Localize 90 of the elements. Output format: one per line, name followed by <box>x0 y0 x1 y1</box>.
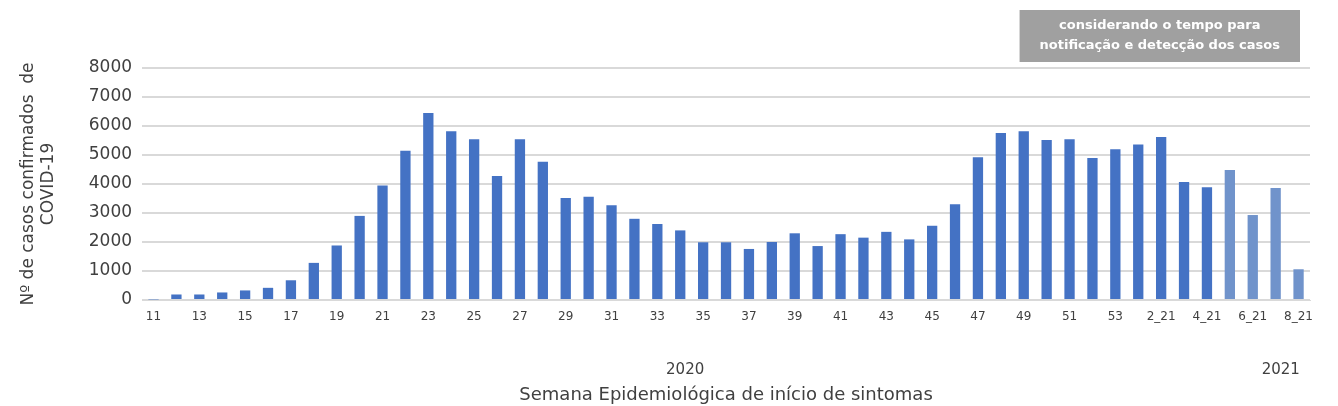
bar <box>1178 181 1190 299</box>
x-tick-label: 11 <box>145 309 162 324</box>
bar <box>423 112 434 299</box>
x-tick-label: 8_21 <box>1284 309 1313 324</box>
bar <box>583 196 594 299</box>
x-tick-label: 47 <box>970 309 986 324</box>
bar <box>239 290 251 299</box>
x-tick-label: 31 <box>603 309 620 324</box>
bar <box>1270 188 1281 299</box>
bar <box>835 234 846 299</box>
bar <box>491 175 503 299</box>
y-tick-label: 2000 <box>88 230 133 251</box>
x-tick-label: 53 <box>1107 309 1123 324</box>
bar <box>904 239 915 299</box>
bar <box>1293 269 1304 299</box>
x-tick-label: 41 <box>832 309 849 324</box>
bar <box>629 218 640 299</box>
bar <box>766 242 777 299</box>
x-axis-title: Semana Epidemiológica de início de sintomas <box>519 382 933 404</box>
y-tick-label: 3000 <box>88 201 133 222</box>
bar <box>652 224 663 299</box>
bar <box>400 150 411 299</box>
bar <box>560 197 571 299</box>
x-tick-label: 23 <box>420 309 436 324</box>
x-tick-label: 43 <box>878 309 894 324</box>
bar <box>331 245 342 299</box>
x-tick-label: 37 <box>741 309 757 324</box>
bar <box>743 248 755 299</box>
bar <box>812 246 823 299</box>
y-tick-label: 8000 <box>88 56 133 77</box>
x-tick-label: 39 <box>787 309 803 324</box>
x-tick-label: 6_21 <box>1238 309 1268 324</box>
y-axis-title: Nº de casos confirmados de COVID-19 <box>16 62 58 306</box>
x-tick-label: 35 <box>695 309 711 324</box>
bar <box>446 131 457 299</box>
bar <box>1247 215 1258 299</box>
bar <box>1155 137 1167 299</box>
y-tick-label: 6000 <box>88 114 133 135</box>
bar <box>720 242 732 299</box>
y-tick-label: 5000 <box>88 143 133 164</box>
x-tick-label: 21 <box>374 309 391 324</box>
bar <box>697 242 709 299</box>
bar <box>217 292 228 299</box>
bar <box>1064 139 1075 299</box>
bar <box>171 294 182 299</box>
text: 2021 <box>1261 359 1300 378</box>
bar <box>606 205 617 299</box>
bar <box>514 139 526 299</box>
y-tick-label: 7000 <box>88 85 133 106</box>
bar <box>1224 170 1235 299</box>
x-tick-label: 51 <box>1061 309 1078 324</box>
bar <box>262 287 274 299</box>
x-tick-label: 15 <box>237 309 253 324</box>
x-tick-label: 33 <box>649 309 665 324</box>
bar <box>881 231 892 299</box>
bar <box>1201 187 1213 299</box>
bar <box>1110 149 1121 299</box>
x-tick-label: 17 <box>283 309 299 324</box>
y-tick-label: 1000 <box>88 259 133 280</box>
x-tick-label: 27 <box>512 309 528 324</box>
bar <box>468 139 480 299</box>
bar <box>926 225 938 299</box>
bar <box>949 204 961 299</box>
x-tick-label: 4_21 <box>1192 309 1222 324</box>
bar <box>194 294 205 299</box>
bar <box>995 132 1006 299</box>
text: considerando o tempo para notificação e detecção dos casos <box>1039 17 1281 53</box>
bar <box>377 185 388 299</box>
bar <box>1087 157 1098 299</box>
y-tick-label: 0 <box>121 288 133 309</box>
bar <box>308 262 319 299</box>
bar <box>1133 144 1144 299</box>
bar <box>675 230 686 299</box>
x-tick-label: 2_21 <box>1146 309 1176 324</box>
bar <box>285 280 297 299</box>
y-tick-label: 4000 <box>88 172 133 193</box>
bar <box>1041 139 1052 299</box>
bar <box>537 161 548 299</box>
x-tick-label: 45 <box>924 309 940 324</box>
x-tick-label: 25 <box>466 309 482 324</box>
bar <box>354 215 365 299</box>
x-tick-label: 13 <box>191 309 207 324</box>
bar <box>1018 131 1029 299</box>
bar <box>972 157 984 299</box>
x-tick-label: 19 <box>329 309 345 324</box>
text: 2020 <box>666 359 705 378</box>
bar <box>858 237 869 299</box>
bar <box>789 233 800 299</box>
x-tick-label: 49 <box>1016 309 1032 324</box>
x-tick-label: 29 <box>558 309 574 324</box>
